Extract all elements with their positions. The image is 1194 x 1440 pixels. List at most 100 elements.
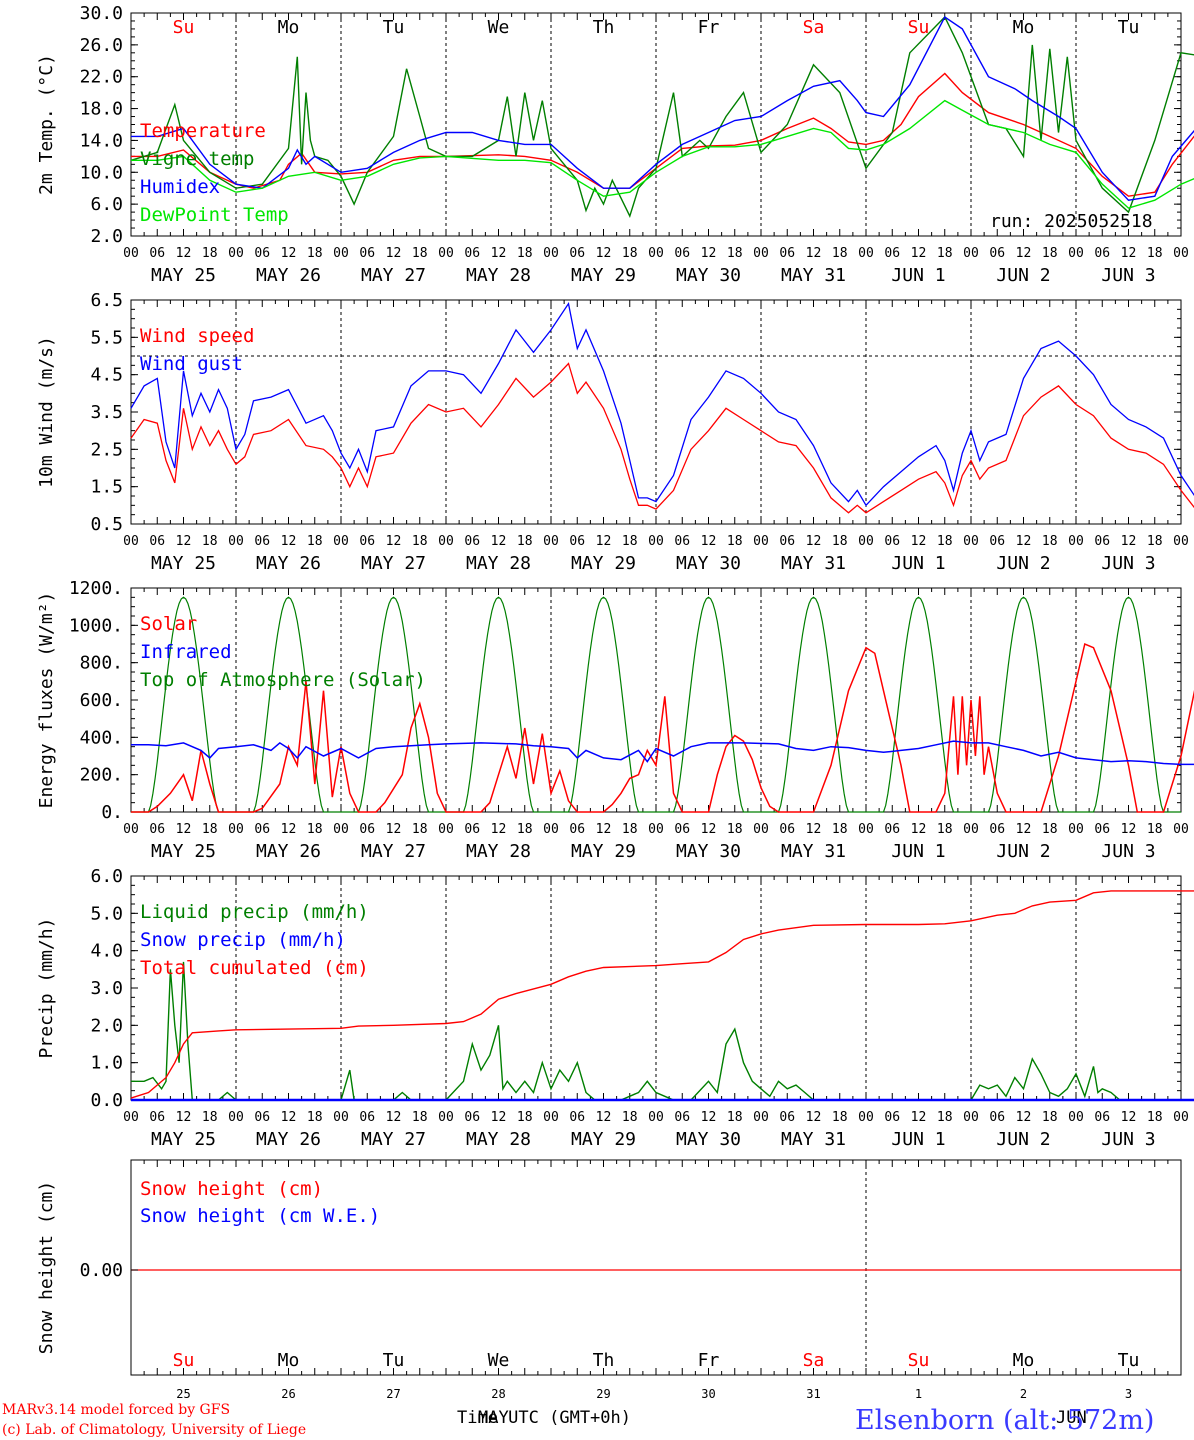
hour-tick-label: 18 xyxy=(727,246,743,261)
hour-tick-label: 00 xyxy=(858,1110,874,1125)
hour-tick-label: 00 xyxy=(438,246,454,261)
date-label: MAY 29 xyxy=(571,265,636,286)
month-label: MAY xyxy=(478,1408,509,1428)
day-number: 2 xyxy=(1020,1387,1027,1401)
hour-tick-label: 12 xyxy=(911,1110,927,1125)
legend-snow-precip-mm-h: Snow precip (mm/h) xyxy=(140,929,346,951)
hour-tick-label: 12 xyxy=(596,534,612,549)
hour-tick-label: 00 xyxy=(333,246,349,261)
hour-tick-label: 00 xyxy=(438,534,454,549)
date-label: MAY 26 xyxy=(256,265,321,286)
hour-tick-label: 00 xyxy=(333,1110,349,1125)
hour-tick-label: 06 xyxy=(569,534,585,549)
weekday-label: We xyxy=(488,17,510,38)
panel-4: 00 06 12 18 00 06 12 18 00 06 12 18 00 06 12 18 00 06 12 18… xyxy=(36,866,1194,1150)
y-tick-label: 1.5 xyxy=(90,477,123,498)
hour-tick-label: 06 xyxy=(149,822,165,837)
hour-tick-label: 00 xyxy=(753,246,769,261)
hour-tick-label: 06 xyxy=(989,534,1005,549)
date-label: MAY 27 xyxy=(361,1129,426,1150)
hour-tick-label: 18 xyxy=(307,822,323,837)
date-label: MAY 31 xyxy=(781,1129,846,1150)
hour-tick-label: 18 xyxy=(727,534,743,549)
y-tick-label: 0.0 xyxy=(90,1090,123,1111)
hour-tick-label: 00 xyxy=(963,822,979,837)
y-tick-label: 5.5 xyxy=(90,327,123,348)
y-tick-label: 2.0 xyxy=(90,1015,123,1036)
legend-liquid-precip-mm-h: Liquid precip (mm/h) xyxy=(140,901,369,923)
date-label: MAY 26 xyxy=(256,841,321,862)
legend-wind-speed: Wind speed xyxy=(140,325,254,347)
hour-tick-label: 12 xyxy=(1121,1110,1137,1125)
hour-tick-label: 00 xyxy=(753,534,769,549)
weekday-label: Mo xyxy=(278,17,300,38)
hour-tick-label: 06 xyxy=(359,822,375,837)
date-label: MAY 27 xyxy=(361,265,426,286)
hour-tick-label: 00 xyxy=(228,822,244,837)
legend-humidex: Humidex xyxy=(140,176,220,198)
hour-tick-label: 06 xyxy=(1094,822,1110,837)
weekday-label: Tu xyxy=(1118,1350,1140,1371)
date-label: MAY 31 xyxy=(781,553,846,574)
hour-tick-label: 18 xyxy=(937,822,953,837)
legend-top-of-atmosphere-solar: Top of Atmosphere (Solar) xyxy=(140,669,426,691)
hour-tick-label: 18 xyxy=(412,822,428,837)
weekday-label: Mo xyxy=(1013,1350,1035,1371)
hour-tick-label: 12 xyxy=(1121,534,1137,549)
series-humidex xyxy=(131,15,1194,201)
y-tick-label: 3.5 xyxy=(90,402,123,423)
hour-tick-label: 00 xyxy=(1068,822,1084,837)
hour-tick-label: 12 xyxy=(911,822,927,837)
weekday-label: Sa xyxy=(803,17,825,38)
legend-wind-gust: Wind gust xyxy=(140,353,243,375)
hour-tick-label: 00 xyxy=(963,1110,979,1125)
hour-tick-label: 18 xyxy=(1147,246,1163,261)
weekday-label: Su xyxy=(173,17,195,38)
hour-tick-label: 18 xyxy=(412,534,428,549)
hour-tick-label: 12 xyxy=(281,534,297,549)
series-liquid-precip-mm-h- xyxy=(131,961,1121,1101)
date-label: JUN 1 xyxy=(891,553,945,574)
hour-tick-label: 06 xyxy=(674,534,690,549)
hour-tick-label: 00 xyxy=(963,534,979,549)
day-number: 30 xyxy=(701,1387,715,1401)
hour-tick-label: 00 xyxy=(1173,822,1189,837)
hour-tick-label: 12 xyxy=(911,534,927,549)
hour-tick-label: 00 xyxy=(123,534,139,549)
hour-tick-label: 06 xyxy=(674,1110,690,1125)
legend-total-cumulated-cm: Total cumulated (cm) xyxy=(140,957,369,979)
hour-tick-label: 12 xyxy=(806,534,822,549)
hour-tick-label: 18 xyxy=(307,534,323,549)
hour-tick-label: 06 xyxy=(149,1110,165,1125)
hour-tick-label: 12 xyxy=(1121,822,1137,837)
hour-tick-label: 06 xyxy=(149,246,165,261)
hour-tick-label: 00 xyxy=(543,1110,559,1125)
hour-tick-label: 00 xyxy=(753,1110,769,1125)
hour-tick-label: 06 xyxy=(779,246,795,261)
hour-tick-label: 06 xyxy=(569,246,585,261)
hour-tick-label: 18 xyxy=(517,1110,533,1125)
hour-tick-label: 18 xyxy=(1042,1110,1058,1125)
hour-tick-label: 18 xyxy=(727,1110,743,1125)
date-label: JUN 2 xyxy=(996,1129,1050,1150)
hour-tick-label: 18 xyxy=(622,246,638,261)
y-tick-label: 4.0 xyxy=(90,941,123,962)
hour-tick-label: 06 xyxy=(674,246,690,261)
weekday-label: Tu xyxy=(383,17,405,38)
hour-tick-label: 18 xyxy=(1147,1110,1163,1125)
hour-tick-label: 18 xyxy=(727,822,743,837)
weekday-label: Su xyxy=(908,17,930,38)
hour-tick-label: 12 xyxy=(1016,822,1032,837)
hour-tick-label: 06 xyxy=(254,246,270,261)
hour-tick-label: 06 xyxy=(884,534,900,549)
weekday-label: Sa xyxy=(803,1350,825,1371)
hour-tick-label: 00 xyxy=(228,246,244,261)
hour-tick-label: 00 xyxy=(963,246,979,261)
hour-tick-label: 18 xyxy=(517,822,533,837)
y-tick-label: 1000. xyxy=(69,615,123,636)
run-label: run: 2025052518 xyxy=(990,211,1153,232)
hour-tick-label: 12 xyxy=(596,822,612,837)
y-tick-label: 800. xyxy=(80,653,123,674)
hour-tick-label: 18 xyxy=(307,1110,323,1125)
hour-tick-label: 06 xyxy=(359,534,375,549)
